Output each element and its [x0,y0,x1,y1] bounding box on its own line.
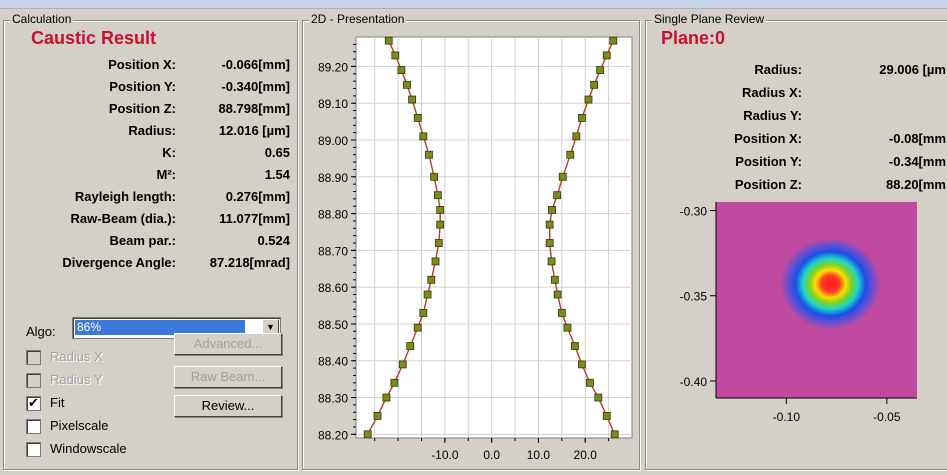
fit-checkbox[interactable]: ✔ [26,396,41,411]
result-row: M²: 1.54 [4,165,296,186]
radius-y-checkbox[interactable] [26,373,41,388]
result-label: Raw-Beam (dia.): [70,211,176,226]
result-label: Position Y: [109,79,176,94]
pixelscale-label: Pixelscale [50,418,109,433]
review-label: Position Y: [735,154,802,169]
single-plane-review-title: Single Plane Review [652,12,767,26]
plane-title: Plane:0 [658,28,729,49]
review-label: Radius: [754,62,802,77]
result-value: -0.066[mm] [221,57,290,72]
result-row: Beam par.: 0.524 [4,231,296,252]
review-value: -0.08[mm [888,131,946,146]
result-row: Position X: -0.066[mm] [4,55,296,76]
review-value [0,85,946,105]
result-value: 0.524 [257,233,290,248]
result-row: Rayleigh length: 0.276[mm] [4,187,296,208]
result-row: K: 0.65 [4,143,296,164]
result-row: Position Z: 88.798[mm] [4,99,296,120]
result-value: 0.65 [264,145,290,160]
result-value: 88.798[mm] [218,101,290,116]
review-label: Radius Y: [743,108,802,123]
result-row: Divergence Angle: 87.218[mrad] [4,253,296,274]
radius-x-checkbox[interactable] [26,350,41,365]
result-row: Position Y: -0.340[mm] [4,77,296,98]
windowscale-label: Windowscale [50,441,127,456]
single-plane-review-group: Single Plane Review Plane:0 [645,12,947,470]
review-label: Position Z: [734,177,802,192]
calculation-group: Calculation Caustic Result Algo: 86% ▼ R… [3,12,298,470]
window-top-strip [0,0,947,9]
pixelscale-checkbox[interactable] [26,419,41,434]
result-value: 11.077[mm] [219,211,290,226]
calculation-group-title: Calculation [10,12,74,26]
review-value: -0.34[mm [888,154,946,169]
caustic-result-title: Caustic Result [28,28,160,49]
result-value: -0.340[mm] [221,79,290,94]
result-value: 1.54 [264,167,290,182]
presentation-group: 2D - Presentation [302,12,640,470]
presentation-group-title: 2D - Presentation [309,12,407,26]
result-value: 12.016 [µm] [218,123,290,138]
review-value: 29.006 [µm [879,62,946,77]
raw-beam-button[interactable]: Raw Beam... [174,366,282,388]
algo-select-value: 86% [75,320,245,335]
review-value [0,108,946,128]
radius-x-label: Radius X [50,349,103,364]
result-label: Rayleigh length: [74,189,176,204]
result-value: 0.276[mm] [225,189,290,204]
fit-label: Fit [50,395,65,410]
review-value: 88.20[mm [886,177,946,192]
algo-label: Algo: [26,324,56,339]
review-label: Radius X: [742,85,802,100]
result-label: K: [162,145,176,160]
result-label: Beam par.: [109,233,176,248]
chevron-down-icon[interactable]: ▼ [262,319,279,336]
result-value: 87.218[mrad] [209,255,290,270]
windowscale-checkbox[interactable] [26,442,41,457]
result-label: M²: [156,167,177,182]
result-row: Raw-Beam (dia.): 11.077[mm] [4,209,296,230]
radius-y-label: Radius Y [50,372,103,387]
result-row: Radius: 12.016 [µm] [4,121,296,142]
result-label: Divergence Angle: [62,255,176,270]
result-label: Radius: [128,123,176,138]
result-label: Position X: [108,57,176,72]
review-label: Position X: [734,131,802,146]
result-label: Position Z: [108,101,176,116]
advanced-button[interactable]: Advanced... [174,333,282,355]
review-button[interactable]: Review... [174,395,282,417]
check-icon: ✔ [28,395,39,410]
